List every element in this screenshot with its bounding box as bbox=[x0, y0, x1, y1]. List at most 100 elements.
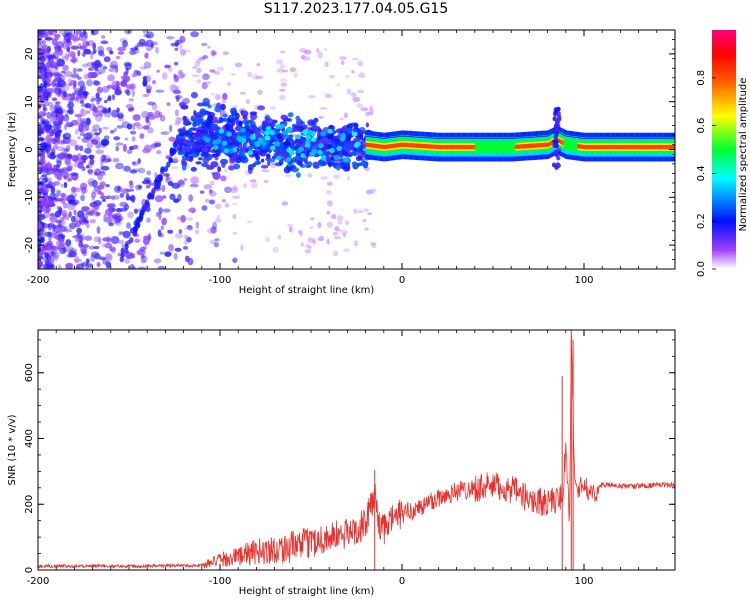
heatmap-cell bbox=[533, 143, 536, 148]
heatmap-cell bbox=[139, 66, 147, 70]
heatmap-cell bbox=[218, 128, 225, 134]
heatmap-cell bbox=[60, 192, 66, 198]
heatmap-cell bbox=[63, 181, 68, 189]
heatmap-cell bbox=[216, 214, 220, 220]
heatmap-cell bbox=[93, 236, 100, 243]
heatmap-cell bbox=[564, 137, 566, 151]
heatmap-cell bbox=[63, 132, 72, 140]
heatmap-cell bbox=[73, 161, 82, 168]
heatmap-cell bbox=[276, 68, 285, 73]
heatmap-cell bbox=[175, 85, 180, 91]
heatmap-cell bbox=[207, 115, 214, 122]
heatmap-cell bbox=[645, 145, 647, 150]
heatmap-cell bbox=[403, 142, 406, 147]
heatmap-cell bbox=[204, 123, 212, 128]
heatmap-cell bbox=[315, 48, 320, 53]
heatmap-cell bbox=[126, 123, 133, 130]
heatmap-cell bbox=[50, 250, 55, 257]
heatmap-cell bbox=[77, 50, 81, 57]
heatmap-cell bbox=[320, 176, 329, 180]
heatmap-cell bbox=[351, 131, 358, 137]
heatmap-cell bbox=[636, 145, 638, 150]
heatmap-cell bbox=[221, 100, 227, 104]
heatmap-cell bbox=[627, 145, 629, 150]
heatmap-cell bbox=[120, 247, 126, 254]
heatmap-cell bbox=[146, 170, 152, 176]
heatmap-cell bbox=[391, 143, 394, 149]
heatmap-cell bbox=[97, 45, 105, 54]
heatmap-cell bbox=[330, 155, 335, 161]
heatmap-cell bbox=[501, 140, 503, 154]
heatmap-cell bbox=[317, 51, 323, 59]
heatmap-cell bbox=[41, 126, 49, 131]
heatmap-cell bbox=[265, 154, 271, 159]
heatmap-cell bbox=[584, 145, 586, 150]
heatmap-cell bbox=[447, 145, 449, 150]
heatmap-cell bbox=[108, 214, 116, 219]
heatmap-cell bbox=[672, 145, 674, 150]
heatmap-cell bbox=[240, 109, 244, 114]
heatmap-cell bbox=[162, 208, 171, 213]
heatmap-cell bbox=[74, 97, 79, 102]
heatmap-cell bbox=[331, 213, 337, 220]
heatmap-cell bbox=[471, 145, 473, 150]
heatmap-cell bbox=[610, 145, 612, 150]
heatmap-cell bbox=[140, 259, 147, 264]
heatmap-cell bbox=[477, 140, 479, 154]
heatmap-cell bbox=[189, 135, 194, 143]
heatmap-cell bbox=[86, 165, 90, 169]
heatmap-cell bbox=[196, 136, 201, 141]
heatmap-cell bbox=[335, 163, 341, 171]
heatmap-cell bbox=[371, 242, 377, 249]
heatmap-cell bbox=[38, 86, 42, 91]
heatmap-cell bbox=[213, 71, 221, 75]
heatmap-cell bbox=[92, 124, 100, 131]
heatmap-cell bbox=[561, 140, 563, 145]
heatmap-cell bbox=[44, 184, 53, 189]
heatmap-cell bbox=[300, 242, 304, 247]
heatmap-cell bbox=[440, 145, 443, 150]
heatmap-cell bbox=[339, 140, 346, 146]
heatmap-cell bbox=[66, 103, 71, 109]
heatmap-cell bbox=[205, 81, 212, 85]
heatmap-cell bbox=[359, 134, 363, 140]
heatmap-cell bbox=[43, 100, 50, 107]
heatmap-cell bbox=[220, 175, 227, 182]
heatmap-cell bbox=[173, 198, 180, 203]
heatmap-cell bbox=[247, 164, 254, 171]
heatmap-cell bbox=[656, 145, 658, 150]
heatmap-cell bbox=[563, 137, 565, 150]
heatmap-cell bbox=[383, 144, 385, 150]
heatmap-cell bbox=[497, 140, 499, 154]
heatmap-cell bbox=[61, 108, 67, 114]
heatmap-cell bbox=[63, 90, 68, 98]
heatmap-cell bbox=[276, 134, 282, 139]
heatmap-cell bbox=[629, 145, 632, 150]
heatmap-cell bbox=[623, 145, 625, 150]
heatmap-cell bbox=[52, 144, 59, 150]
heatmap-cell bbox=[384, 144, 386, 150]
heatmap-cell bbox=[85, 258, 90, 265]
heatmap-cell bbox=[143, 144, 153, 153]
heatmap-cell bbox=[394, 143, 396, 148]
heatmap-cell bbox=[463, 145, 466, 150]
heatmap-cell bbox=[652, 145, 655, 150]
heatmap-cell bbox=[183, 239, 188, 246]
heatmap-cell bbox=[65, 239, 72, 247]
heatmap-cell bbox=[506, 140, 508, 154]
heatmap-cell bbox=[131, 123, 136, 130]
heatmap-cell bbox=[250, 113, 258, 120]
heatmap-cell bbox=[249, 111, 258, 115]
heatmap-cell bbox=[251, 123, 257, 131]
heatmap-cell bbox=[531, 143, 533, 148]
heatmap-cell bbox=[142, 203, 147, 210]
heatmap-cell bbox=[42, 64, 47, 72]
heatmap-cell bbox=[179, 44, 184, 52]
heatmap-cell bbox=[73, 209, 77, 215]
heatmap-cell bbox=[137, 158, 141, 165]
heatmap-cell bbox=[164, 64, 171, 69]
heatmap-cell bbox=[226, 131, 232, 137]
heatmap-cell bbox=[526, 144, 528, 149]
heatmap-cell bbox=[153, 141, 162, 146]
